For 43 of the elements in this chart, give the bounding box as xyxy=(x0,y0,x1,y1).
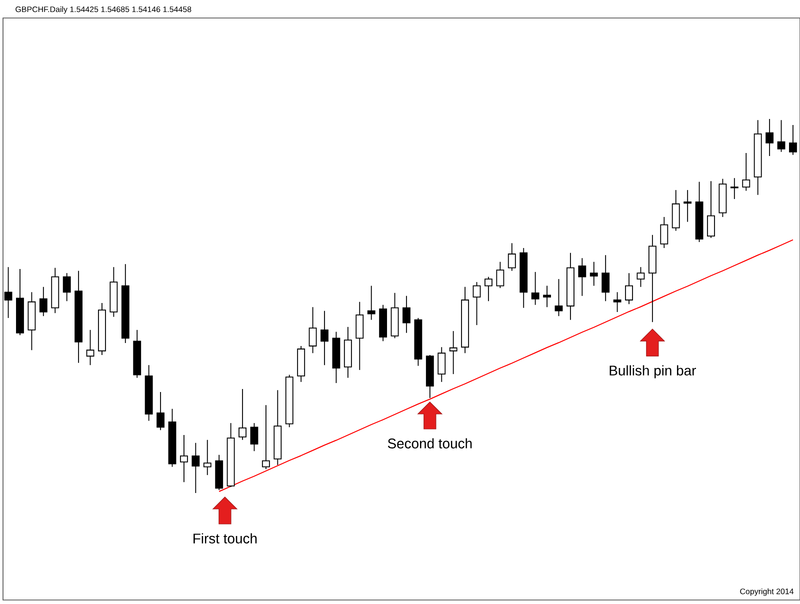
candlestick xyxy=(613,292,622,312)
candlestick xyxy=(180,434,188,483)
candlestick xyxy=(766,118,774,156)
candlestick xyxy=(543,285,551,308)
candlestick xyxy=(320,310,328,366)
candlestick xyxy=(508,242,516,272)
candlestick xyxy=(156,392,164,431)
candlestick xyxy=(192,442,200,494)
candlestick xyxy=(367,285,376,320)
candlestick xyxy=(86,329,94,366)
candlestick xyxy=(684,190,692,222)
candlestick xyxy=(660,216,668,248)
candlestick xyxy=(554,278,563,317)
candlestick xyxy=(4,266,12,318)
candlestick xyxy=(203,439,212,476)
candlestick xyxy=(262,404,270,470)
candlestick xyxy=(672,190,680,232)
candlestick xyxy=(484,276,492,302)
annotation: First touch xyxy=(194,533,257,544)
candlestick xyxy=(449,330,458,375)
candlestick xyxy=(777,120,786,152)
annotation: Bullish pin bar xyxy=(610,365,696,378)
candlestick xyxy=(356,301,364,370)
candlestick xyxy=(402,295,410,334)
candlestick xyxy=(730,178,738,200)
candlestick xyxy=(625,272,633,305)
candlestick xyxy=(308,306,317,354)
candlestick xyxy=(438,346,446,382)
candlestick xyxy=(472,282,481,326)
candlestick xyxy=(578,258,586,296)
candlestick xyxy=(39,286,48,317)
candlestick xyxy=(602,254,610,302)
candlestick xyxy=(636,266,645,288)
candlestick xyxy=(62,272,71,302)
candlestick xyxy=(250,422,258,452)
candlestick xyxy=(238,388,246,440)
candlestick xyxy=(531,272,540,306)
candlestick xyxy=(496,261,504,288)
annotation: Second touch xyxy=(388,438,472,448)
candlestick xyxy=(742,152,750,192)
candlestick xyxy=(590,261,598,286)
candlestick xyxy=(789,124,797,156)
candlestick xyxy=(707,180,715,238)
